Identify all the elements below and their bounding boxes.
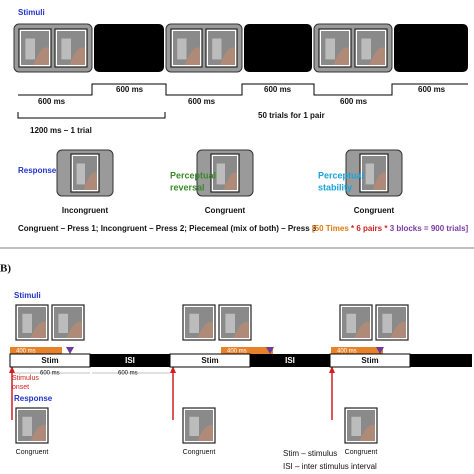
onset-label: Stimulus [12,375,39,382]
duration: 600 ms [264,85,292,94]
photo-hand [30,424,46,441]
photo-hand [359,424,375,441]
cue-bar [221,347,273,355]
photo-hand [197,424,213,441]
photo-hand [33,47,49,65]
isi-segment [90,354,170,367]
legend: Stim – stimulus [283,449,337,458]
photo-glass [189,313,199,333]
stimuli-label: Stimuli [14,291,41,300]
duration: 600 ms [38,97,66,106]
photo-glass [22,313,32,333]
photo-hand [184,47,200,65]
transition: Perceptual [318,170,364,180]
blank [394,24,468,72]
photo-hand [369,47,385,65]
photo-glass [177,38,187,60]
cue-marker [376,347,384,354]
photo-hand [333,47,349,65]
total-part: * [382,224,390,233]
duration: 600 ms [188,97,216,106]
blank [94,24,164,72]
segment-label: Stim [361,356,378,365]
total-part: * [349,224,357,233]
onset-head [170,366,176,373]
response: Congruent [345,449,378,456]
instructions: Congruent – Press 1; Incongruent – Press… [18,224,317,233]
layer [9,23,409,444]
photo-glass [346,313,356,333]
blank [244,24,312,72]
onset-head [9,366,15,373]
photo-hand [30,321,46,338]
photo-glass [189,416,199,436]
photo-hand [223,172,237,190]
panel-label: B) [0,263,11,275]
segment-label: ISI [125,356,135,365]
photo-hand [219,47,235,65]
photo-hand [66,321,82,338]
response: Congruent [16,449,49,456]
isi-segment [410,354,472,367]
photo-glass [212,38,222,60]
photo-glass [58,313,68,333]
onset-head [329,366,335,373]
trial-bracket [17,112,166,119]
response: Congruent [205,206,246,215]
response-label: Response [18,166,57,175]
response: Congruent [354,206,395,215]
photo-hand [83,172,97,190]
trial-label: 1200 ms – 1 trial [30,126,92,135]
total-part: 6 pairs [356,224,382,233]
cue-label: 400 ms [16,349,36,355]
transition: stability [318,182,352,192]
transition: Perceptual [170,170,216,180]
isi-segment [250,354,330,367]
timing-line [18,83,468,96]
photo-glass [76,163,85,185]
photo-glass [351,416,361,436]
duration: 600 ms [116,85,144,94]
cue-marker [266,347,274,354]
photo-hand [233,321,249,338]
photo-hand [69,47,85,65]
photo-hand [354,321,370,338]
photo-glass [216,163,225,185]
duration: 600 ms [418,85,446,94]
pairs-label: 50 trials for 1 pair [258,111,325,120]
response: Incongruent [62,206,109,215]
photo-glass [365,163,374,185]
total-part: [50 Times [312,224,349,233]
interval: 600 ms [40,371,60,377]
photo-glass [225,313,235,333]
photo-hand [372,172,386,190]
segment-label: Stim [201,356,218,365]
photo-glass [325,38,335,60]
photo-glass [382,313,392,333]
segment-label: ISI [285,356,295,365]
duration: 600 ms [340,97,368,106]
legend: ISI – inter stimulus interval [283,462,377,471]
photo-glass [22,416,32,436]
stimuli-label: Stimuli [18,8,45,17]
cue-label: 400 ms [227,349,247,355]
response-label: Response [14,394,53,403]
total: [50 Times * 6 pairs * 3 blocks = 900 tri… [312,224,469,233]
response: Congruent [183,449,216,456]
total-part: 3 blocks = 900 trials] [390,224,469,233]
transition: reversal [170,182,205,192]
cue-bar [10,347,62,355]
segment-label: Stim [41,356,58,365]
cue-bar [331,347,383,355]
onset-label: onset [12,384,29,391]
photo-glass [361,38,371,60]
photo-glass [61,38,71,60]
photo-glass [25,38,35,60]
cue-marker [66,347,74,354]
photo-hand [390,321,406,338]
interval: 600 ms [118,371,138,377]
cue-label: 400 ms [337,349,357,355]
photo-hand [197,321,213,338]
